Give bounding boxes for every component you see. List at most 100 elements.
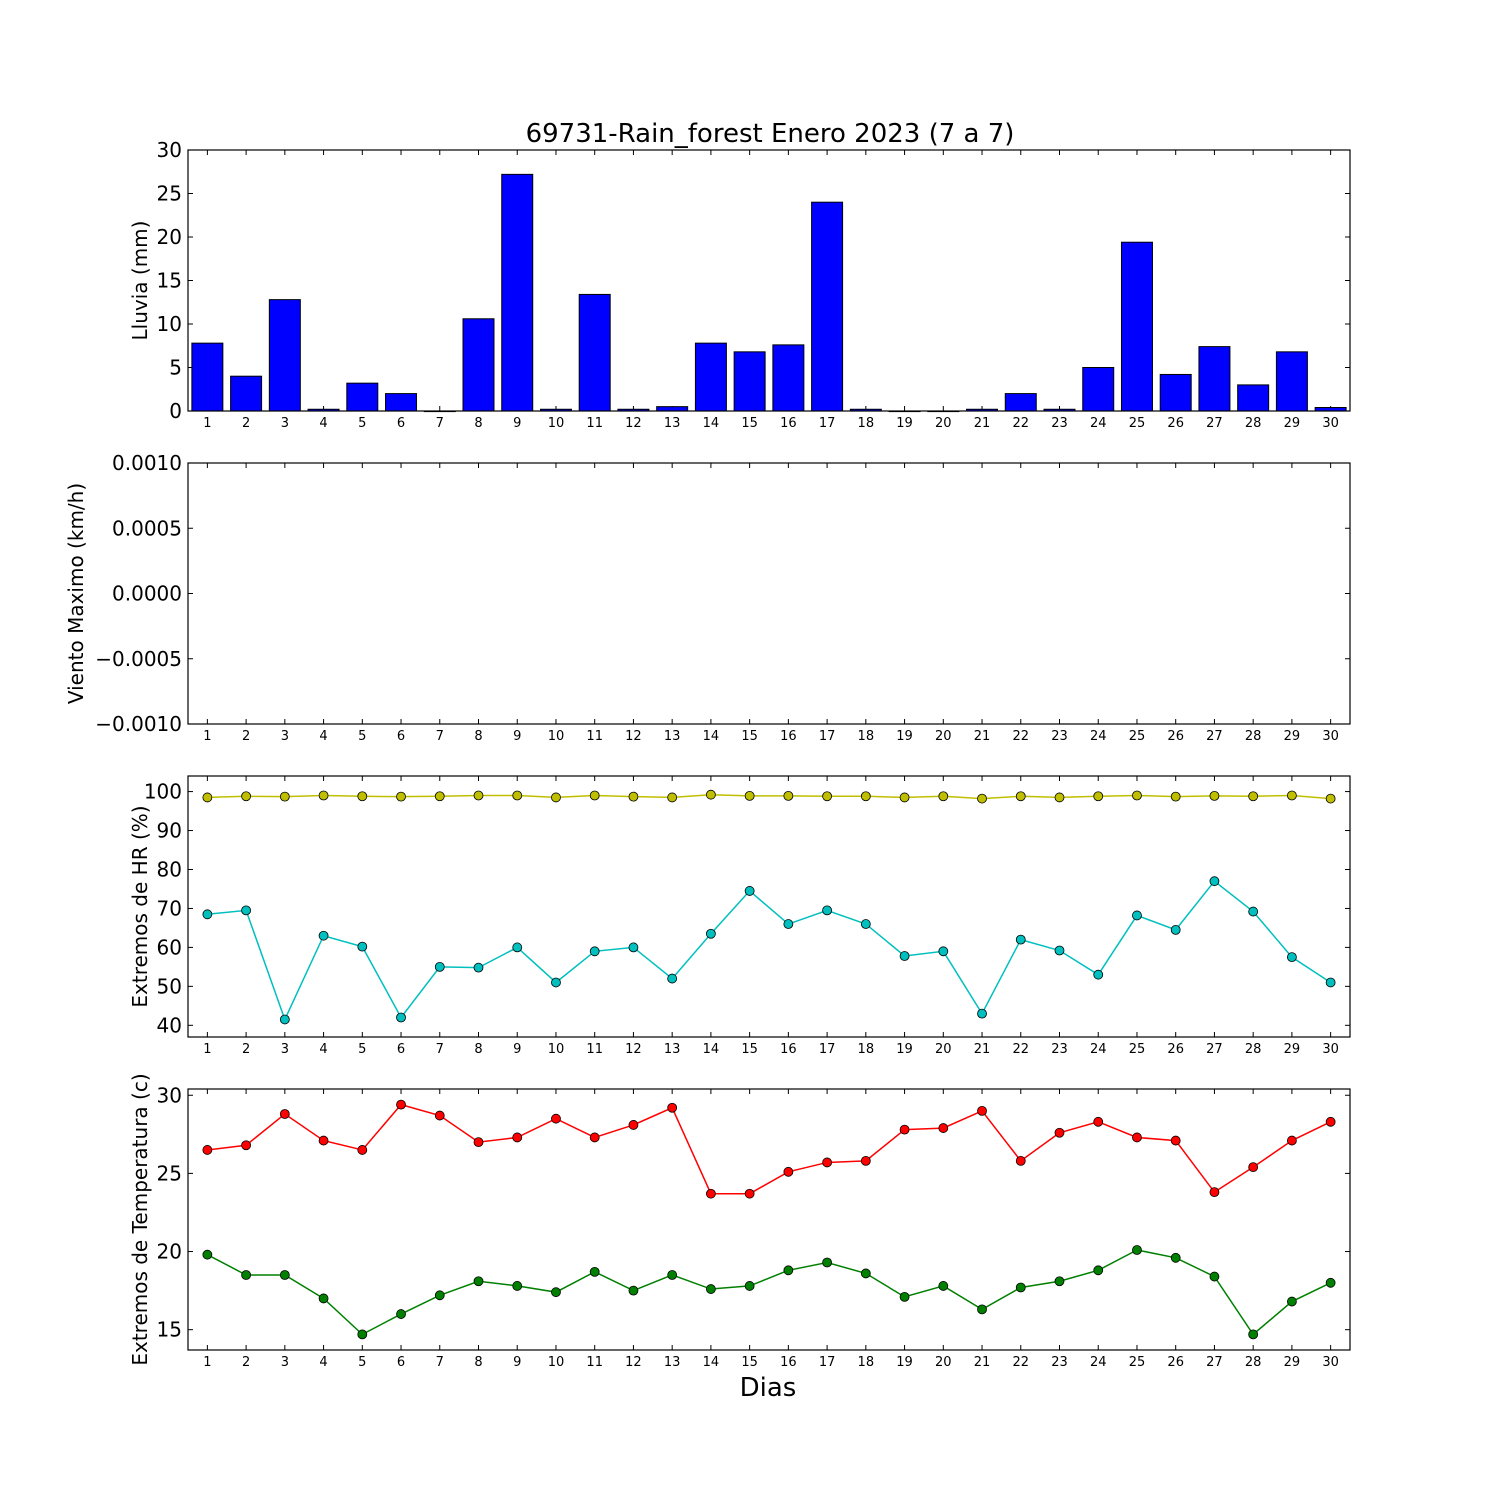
- series-1-point-day-1: [202, 792, 213, 803]
- x-tick-label: 10: [548, 1042, 565, 1057]
- x-tick-label: 29: [1284, 416, 1301, 431]
- series-2-point-day-22: [1015, 1282, 1026, 1293]
- x-tick-label: 30: [1322, 1355, 1339, 1370]
- series-1-point-day-27: [1209, 790, 1220, 801]
- x-tick-label: 26: [1167, 1042, 1184, 1057]
- x-tick-label: 6: [397, 729, 405, 744]
- x-tick-label: 1: [203, 1042, 211, 1057]
- x-tick-label: 24: [1090, 1355, 1107, 1370]
- x-axis-label: Dias: [740, 1373, 797, 1403]
- plot-frame: [187, 149, 1351, 412]
- series-2-point-day-22: [1015, 934, 1026, 945]
- series-1-point-day-22: [1015, 791, 1026, 802]
- x-tick-label: 11: [586, 416, 603, 431]
- x-tick-label: 21: [974, 729, 991, 744]
- series-2-point-day-28: [1248, 1329, 1259, 1340]
- y-tick-label: −0.0010: [95, 712, 182, 736]
- x-tick-label: 30: [1322, 416, 1339, 431]
- x-tick-label: 8: [474, 729, 482, 744]
- x-tick-label: 26: [1167, 1355, 1184, 1370]
- y-tick-label: 30: [157, 138, 182, 162]
- x-tick-label: 8: [474, 416, 482, 431]
- x-tick-label: 25: [1129, 416, 1146, 431]
- x-tick-label: 6: [397, 416, 405, 431]
- y-tick-label: 80: [157, 857, 182, 881]
- x-tick-label: 14: [703, 416, 720, 431]
- x-tick-label: 11: [586, 729, 603, 744]
- series-1-point-day-18: [860, 791, 871, 802]
- series-1-point-day-19: [899, 1124, 910, 1135]
- series-line-2: [207, 880, 1332, 1022]
- series-line-1: [207, 1103, 1331, 1195]
- x-tick-label: 26: [1167, 729, 1184, 744]
- x-tick-label: 2: [242, 729, 250, 744]
- series-2-point-day-7: [434, 961, 445, 972]
- x-tick-label: 28: [1245, 1042, 1262, 1057]
- x-tick-label: 23: [1051, 1042, 1068, 1057]
- x-tick-label: 29: [1284, 1042, 1301, 1057]
- x-tick-label: 15: [741, 1355, 758, 1370]
- rain-bar-day-25: [1120, 241, 1153, 412]
- series-2-point-day-8: [473, 1276, 484, 1287]
- series-1-point-day-13: [667, 1102, 678, 1113]
- series-1-point-day-20: [938, 791, 949, 802]
- x-tick-label: 26: [1167, 416, 1184, 431]
- series-2-point-day-13: [667, 1270, 678, 1280]
- y-tick-label: 0.0010: [112, 451, 182, 475]
- x-tick-label: 7: [436, 416, 444, 431]
- rain-bar-day-14: [694, 342, 727, 412]
- x-tick-label: 30: [1322, 1042, 1339, 1057]
- x-tick-label: 6: [397, 1355, 405, 1370]
- series-2-point-day-1: [202, 1249, 213, 1260]
- rain-bar-day-22: [1004, 393, 1037, 412]
- plot-frame: [187, 775, 1351, 1038]
- series-2-point-day-6: [396, 1309, 406, 1319]
- x-tick-label: 4: [319, 1355, 327, 1370]
- x-tick-label: 9: [513, 1042, 521, 1057]
- y-axis-label: Extremos de HR (%): [128, 805, 152, 1007]
- series-2-point-day-27: [1209, 1271, 1220, 1282]
- y-tick-label: 60: [157, 935, 182, 959]
- series-1-point-day-14: [706, 789, 716, 800]
- x-tick-label: 12: [625, 416, 642, 431]
- series-2-point-day-24: [1093, 969, 1104, 980]
- series-1-point-day-3: [279, 791, 290, 802]
- x-tick-label: 7: [436, 729, 444, 744]
- series-2-point-day-2: [241, 905, 252, 916]
- x-tick-label: 22: [1012, 416, 1029, 431]
- rain-bar-day-9: [501, 173, 534, 412]
- series-2-point-day-17: [822, 905, 832, 916]
- rain-bar-day-27: [1198, 346, 1231, 412]
- series-2-point-day-4: [318, 930, 329, 941]
- x-tick-label: 29: [1284, 729, 1301, 744]
- x-tick-label: 5: [358, 416, 366, 431]
- x-tick-label: 13: [664, 416, 681, 431]
- x-tick-label: 25: [1129, 729, 1146, 744]
- x-tick-label: 5: [358, 1355, 366, 1370]
- rain-bar-day-11: [578, 293, 611, 412]
- series-2-point-day-9: [512, 942, 523, 953]
- series-2-point-day-3: [279, 1014, 290, 1025]
- rain-bar-day-29: [1275, 351, 1308, 412]
- series-2-point-day-16: [783, 1265, 794, 1276]
- series-2-point-day-20: [938, 1281, 949, 1291]
- figure-title: 69731-Rain_forest Enero 2023 (7 a 7): [526, 119, 1015, 149]
- x-tick-label: 10: [548, 1355, 565, 1370]
- x-tick-label: 6: [397, 1042, 405, 1057]
- x-tick-label: 9: [513, 729, 521, 744]
- rain-bar-day-28: [1237, 384, 1270, 412]
- series-1-point-day-5: [357, 791, 368, 802]
- series-2-point-day-8: [473, 962, 484, 973]
- series-line-2: [207, 1249, 1331, 1336]
- x-tick-label: 25: [1129, 1355, 1146, 1370]
- x-tick-label: 22: [1012, 1355, 1029, 1370]
- x-tick-label: 17: [819, 729, 836, 744]
- x-tick-label: 21: [974, 1355, 991, 1370]
- series-1-point-day-17: [822, 1157, 832, 1168]
- x-tick-label: 28: [1245, 729, 1262, 744]
- y-tick-label: −0.0005: [95, 647, 182, 671]
- x-tick-label: 17: [819, 1042, 836, 1057]
- y-axis-label: Extremos de Temperatura (c): [128, 1073, 152, 1365]
